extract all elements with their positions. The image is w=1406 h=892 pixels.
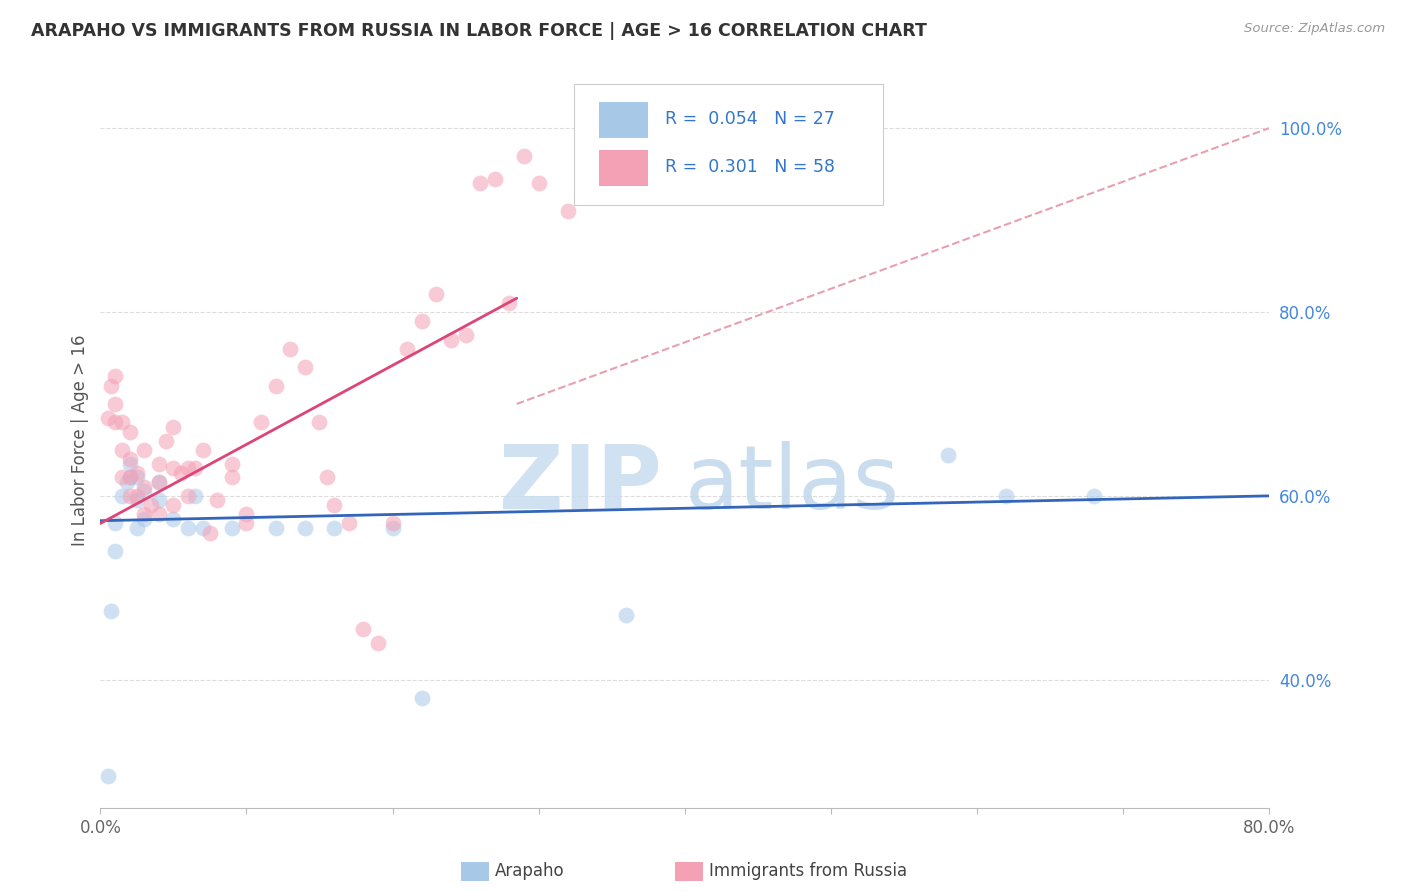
Point [1083, 489, 1105, 503]
Point [177, 521, 200, 535]
Point [425, 286, 447, 301]
Point [162, 498, 184, 512]
Point [118, 457, 141, 471]
Point [557, 203, 579, 218]
Point [148, 508, 170, 522]
Text: atlas: atlas [685, 442, 900, 528]
Point [235, 516, 257, 531]
Text: Arapaho: Arapaho [495, 863, 565, 880]
Point [134, 512, 156, 526]
Point [97, 410, 120, 425]
Point [111, 489, 134, 503]
Point [100, 378, 122, 392]
Point [454, 328, 477, 343]
Point [221, 470, 243, 484]
Point [396, 342, 419, 356]
Point [936, 448, 959, 462]
Point [118, 470, 141, 484]
Point [104, 397, 127, 411]
Point [440, 333, 463, 347]
Point [141, 498, 163, 512]
Point [125, 493, 148, 508]
Point [104, 544, 127, 558]
Text: ZIP: ZIP [499, 442, 661, 528]
Point [162, 512, 184, 526]
Point [527, 176, 550, 190]
Point [115, 475, 138, 489]
Point [104, 415, 127, 429]
Point [111, 470, 134, 484]
Point [148, 493, 170, 508]
Point [315, 470, 337, 484]
Point [104, 369, 127, 384]
Point [125, 489, 148, 503]
Point [484, 171, 506, 186]
Point [323, 521, 346, 535]
Point [162, 420, 184, 434]
Point [323, 498, 346, 512]
Bar [599, 150, 648, 186]
Text: R =  0.054   N = 27: R = 0.054 N = 27 [665, 110, 835, 128]
Point [294, 360, 316, 375]
Point [513, 149, 536, 163]
Point [264, 521, 287, 535]
Point [162, 461, 184, 475]
Point [470, 176, 492, 190]
Point [118, 470, 141, 484]
Point [352, 622, 374, 636]
Point [995, 489, 1018, 503]
Text: Source: ZipAtlas.com: Source: ZipAtlas.com [1244, 22, 1385, 36]
Point [177, 489, 200, 503]
Point [614, 608, 637, 623]
Point [134, 442, 156, 457]
Point [294, 521, 316, 535]
Point [111, 442, 134, 457]
Point [308, 415, 330, 429]
Point [411, 691, 433, 706]
Point [104, 516, 127, 531]
Point [118, 425, 141, 439]
Point [134, 484, 156, 499]
Point [221, 521, 243, 535]
Point [125, 521, 148, 535]
Point [191, 442, 214, 457]
Point [381, 516, 404, 531]
Point [498, 295, 520, 310]
Point [148, 475, 170, 489]
Point [184, 461, 207, 475]
Text: Immigrants from Russia: Immigrants from Russia [709, 863, 907, 880]
Point [235, 508, 257, 522]
Point [411, 314, 433, 328]
Point [155, 434, 177, 448]
Point [264, 378, 287, 392]
Point [170, 466, 193, 480]
Point [125, 466, 148, 480]
Point [111, 415, 134, 429]
Bar [599, 103, 648, 137]
Point [97, 769, 120, 783]
Point [134, 508, 156, 522]
Point [191, 521, 214, 535]
Text: ARAPAHO VS IMMIGRANTS FROM RUSSIA IN LABOR FORCE | AGE > 16 CORRELATION CHART: ARAPAHO VS IMMIGRANTS FROM RUSSIA IN LAB… [31, 22, 927, 40]
Point [250, 415, 273, 429]
Point [337, 516, 360, 531]
Point [148, 475, 170, 489]
FancyBboxPatch shape [574, 84, 883, 205]
Point [125, 470, 148, 484]
Y-axis label: In Labor Force | Age > 16: In Labor Force | Age > 16 [72, 335, 89, 547]
Point [198, 525, 221, 540]
Point [118, 489, 141, 503]
Point [367, 636, 389, 650]
Text: R =  0.301   N = 58: R = 0.301 N = 58 [665, 158, 835, 176]
Point [148, 457, 170, 471]
Point [100, 604, 122, 618]
Point [184, 489, 207, 503]
Point [381, 521, 404, 535]
Point [278, 342, 301, 356]
Point [177, 461, 200, 475]
Point [118, 452, 141, 467]
Point [205, 493, 228, 508]
Point [134, 480, 156, 494]
Point [221, 457, 243, 471]
